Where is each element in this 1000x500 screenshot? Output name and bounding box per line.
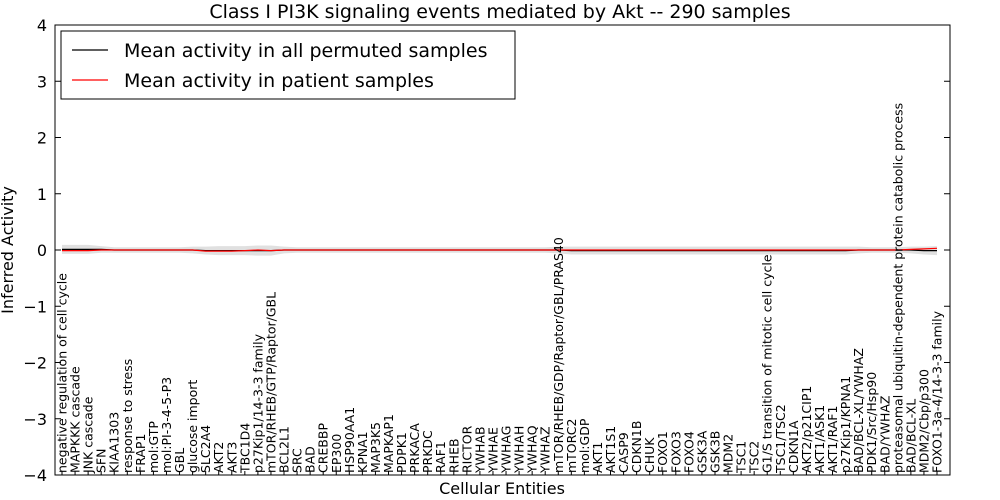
x-tick-label: FOXO1	[655, 431, 670, 473]
x-tick-label: MDM2	[721, 434, 736, 473]
y-tick-label: −3	[23, 410, 47, 429]
x-tick-label: GSK3A	[694, 430, 709, 473]
x-tick-label: TSC1/TSC2	[773, 404, 788, 474]
x-tick-label: RICTOR	[459, 425, 474, 473]
x-tick-label: BAD/BCL-XL	[903, 399, 918, 473]
x-tick-label: HSP90AA1	[342, 407, 357, 473]
legend-label-permuted: Mean activity in all permuted samples	[124, 40, 487, 62]
x-tick-label: CDKN1A	[786, 420, 801, 473]
x-tick-label: TSC1	[734, 441, 749, 474]
x-tick-label: YWHAE	[486, 427, 501, 474]
x-tick-label: AKT3	[224, 442, 239, 473]
x-tick-label: mol:GTP	[146, 421, 161, 473]
x-tick-label: negative regulation of cell cycle	[55, 273, 70, 473]
legend: Mean activity in all permuted samples Me…	[60, 30, 516, 100]
x-tick-label: FRAP1	[133, 434, 148, 473]
y-tick-label: 1	[37, 185, 47, 204]
x-tick-label: p27Kip1/14-3-3 family	[250, 333, 265, 473]
x-tick-label: glucose import	[185, 380, 200, 473]
x-axis-labels: negative regulation of cell cycleMAPKKK …	[55, 103, 945, 475]
series-layer	[62, 247, 938, 252]
x-tick-label: p27Kip1/KPNA1	[838, 376, 853, 473]
y-tick-label: 0	[37, 241, 47, 260]
legend-label-patient: Mean activity in patient samples	[124, 70, 434, 92]
x-axis-title: Cellular Entities	[439, 479, 565, 498]
y-axis-title: Inferred Activity	[0, 186, 17, 314]
x-tick-label: PRKACA	[407, 423, 422, 473]
x-tick-label: KPNA1	[355, 431, 370, 473]
y-axis: −4 −3 −2 −1 0 1 2 3 4	[23, 16, 950, 485]
x-tick-label: YWHAB	[472, 426, 487, 474]
y-tick-label: 3	[37, 72, 47, 91]
x-tick-label: RAF1	[433, 441, 448, 473]
x-tick-label: GSK3B	[708, 431, 723, 473]
x-tick-label: MAPKKK cascade	[68, 366, 83, 473]
legend-box	[60, 30, 516, 100]
x-tick-label: CASP9	[616, 432, 631, 473]
x-tick-label: TBC1D4	[237, 423, 252, 474]
x-tick-label: MAPKAP1	[381, 414, 396, 473]
x-tick-label: SLC2A4	[198, 425, 213, 473]
x-tick-label: YWHAQ	[525, 425, 540, 474]
x-tick-label: CDKN1B	[629, 421, 644, 473]
x-tick-label: CREBBP	[316, 423, 331, 473]
y-tick-label: 4	[37, 16, 47, 35]
y-tick-label: −2	[23, 354, 47, 373]
x-tick-label: mol:GDP	[577, 418, 592, 473]
x-tick-label: SRC	[290, 448, 305, 473]
x-tick-label: mTOR/RHEB/GDP/Raptor/GBL/PRAS40	[551, 237, 566, 473]
x-tick-label: YWHAH	[512, 426, 527, 474]
x-tick-label: BAD	[303, 446, 318, 473]
x-tick-label: GBL	[172, 448, 187, 473]
x-tick-label: G1/S transition of mitotic cell cycle	[760, 254, 775, 473]
x-tick-label: AKT2	[211, 442, 226, 473]
x-tick-label: SFN	[94, 449, 109, 473]
x-tick-label: RHEB	[446, 438, 461, 473]
series-line-patient	[62, 247, 938, 252]
x-tick-label: proteasomal ubiquitin-dependent protein …	[890, 103, 905, 473]
x-tick-label: PDPK1	[394, 432, 409, 473]
x-tick-label: KIAA1303	[107, 412, 122, 473]
x-tick-label: response to stress	[120, 359, 135, 473]
x-tick-label: mol:PI-3-4-5-P3	[159, 377, 174, 473]
x-tick-label: AKT1/ASK1	[812, 405, 827, 473]
x-tick-label: YWHAG	[499, 426, 514, 474]
x-tick-label: YWHAZ	[538, 426, 553, 474]
x-tick-label: FOXO3	[668, 431, 683, 473]
x-tick-label: CHUK	[642, 437, 657, 473]
x-tick-label: mTOR/RHEB/GTP/Raptor/GBL	[264, 292, 279, 473]
x-tick-label: MAP3K5	[368, 422, 383, 473]
x-tick-label: EP300	[329, 434, 344, 473]
x-tick-label: PDK1/Src/Hsp90	[864, 372, 879, 473]
x-tick-label: PRKDC	[420, 430, 435, 473]
x-tick-label: BCL2L1	[277, 426, 292, 473]
x-tick-label: AKT1	[590, 442, 605, 473]
x-tick-label: AKT2/p21CIP1	[799, 386, 814, 473]
x-tick-label: FOXO4	[681, 431, 696, 473]
y-tick-label: −4	[23, 466, 47, 485]
x-tick-label: FOXO1-3a-4/14-3-3 family	[930, 310, 945, 473]
x-tick-label: mTORC2	[564, 419, 579, 473]
y-tick-label: 2	[37, 129, 47, 148]
x-tick-label: TSC2	[747, 441, 762, 474]
x-tick-label: JNK cascade	[81, 396, 96, 474]
x-tick-label: MDM2/Cbp/p300	[916, 369, 931, 473]
x-tick-label: AKT1S1	[603, 426, 618, 473]
x-tick-label: BAD/YWHAZ	[877, 396, 892, 473]
x-tick-label: AKT1/RAF1	[825, 406, 840, 473]
y-tick-label: −1	[23, 297, 47, 316]
x-tick-label: BAD/BCL-XL/YWHAZ	[851, 348, 866, 473]
chart-title: Class I PI3K signaling events mediated b…	[209, 1, 790, 23]
